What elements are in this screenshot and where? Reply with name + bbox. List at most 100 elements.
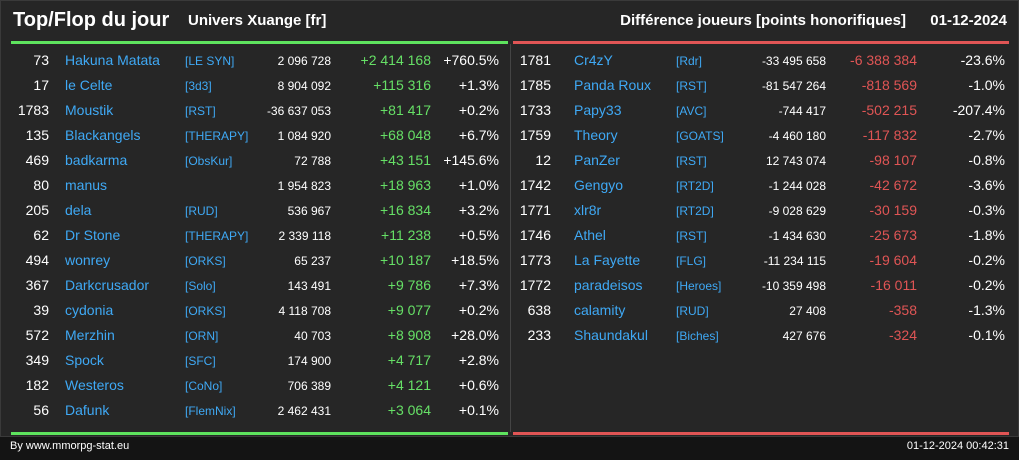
player-name-link[interactable]: La Fayette	[574, 252, 641, 268]
points-difference: -98 107	[869, 152, 917, 168]
flop-player-row: 233 Shaundakul [Biches] 427 676 -324 -0.1%	[513, 324, 1009, 349]
alliance-tag-link[interactable]: [RUD]	[185, 204, 218, 218]
alliance-tag-link[interactable]: [RUD]	[676, 304, 709, 318]
alliance-tag-link[interactable]: [RST]	[676, 229, 707, 243]
player-rank: 1733	[519, 102, 551, 118]
player-name-link[interactable]: Spock	[65, 352, 104, 368]
player-name-link[interactable]: Dafunk	[65, 402, 110, 418]
player-points: 8 904 092	[277, 79, 331, 93]
alliance-tag-link[interactable]: [CoNo]	[185, 379, 223, 393]
alliance-tag-link[interactable]: [ORN]	[185, 329, 219, 343]
player-points: 174 900	[287, 354, 331, 368]
alliance-tag-link[interactable]: [LE SYN]	[185, 54, 235, 68]
player-points: -11 234 115	[763, 254, 826, 268]
points-difference: -16 011	[870, 277, 917, 293]
alliance-tag-link[interactable]: [SFC]	[185, 354, 216, 368]
points-difference: -30 159	[869, 202, 917, 218]
player-name-link[interactable]: Westeros	[65, 377, 124, 393]
points-difference: +4 121	[387, 377, 431, 393]
player-rank: 1746	[519, 227, 551, 243]
alliance-tag-link[interactable]: [ORKS]	[185, 254, 226, 268]
alliance-tag-link[interactable]: [Heroes]	[676, 279, 722, 293]
player-name-link[interactable]: Papy33	[574, 102, 622, 118]
alliance-tag-link[interactable]: [THERAPY]	[185, 129, 249, 143]
player-name-link[interactable]: Moustik	[65, 102, 114, 118]
player-rank: 638	[527, 302, 551, 318]
player-name-link[interactable]: le Celte	[65, 77, 113, 93]
player-points: 65 237	[294, 254, 331, 268]
alliance-tag-link[interactable]: [ORKS]	[185, 304, 226, 318]
flop-player-row: 1773 La Fayette [FLG] -11 234 115 -19 604 -0.…	[513, 249, 1009, 274]
player-name-link[interactable]: Theory	[574, 127, 618, 143]
player-rank: 469	[25, 152, 49, 168]
player-name-link[interactable]: Panda Roux	[574, 77, 652, 93]
player-name-link[interactable]: badkarma	[65, 152, 128, 168]
player-rank: 1783	[17, 102, 49, 118]
alliance-tag-link[interactable]: [AVC]	[676, 104, 707, 118]
player-name-link[interactable]: wonrey	[65, 252, 111, 268]
player-name-link[interactable]: Blackangels	[65, 127, 141, 143]
player-rank: 1773	[519, 252, 551, 268]
player-name-link[interactable]: xlr8r	[574, 202, 602, 218]
alliance-tag-link[interactable]: [GOATS]	[676, 129, 724, 143]
player-points: 706 389	[287, 379, 331, 393]
column-divider	[510, 44, 511, 432]
credit-link[interactable]: By www.mmorpg-stat.eu	[10, 440, 130, 452]
top-player-row: 494 wonrey [ORKS] 65 237 +10 187 +18.5%	[11, 249, 508, 274]
alliance-tag-link[interactable]: [Biches]	[676, 329, 719, 343]
percent-change: -1.8%	[968, 227, 1005, 243]
universe-label: Univers Xuange [fr]	[188, 12, 327, 29]
flop-player-row: 1781 Cr4zY [Rdr] -33 495 658 -6 388 384 -23.6…	[513, 49, 1009, 74]
player-name-link[interactable]: Darkcrusador	[65, 277, 150, 293]
points-difference: +8 908	[387, 327, 431, 343]
percent-change: +6.7%	[458, 127, 499, 143]
player-rank: 205	[25, 202, 49, 218]
player-rank: 494	[25, 252, 49, 268]
top-player-row: 349 Spock [SFC] 174 900 +4 717 +2.8%	[11, 349, 508, 374]
player-rank: 39	[33, 302, 49, 318]
player-name-link[interactable]: dela	[65, 202, 92, 218]
player-rank: 17	[33, 77, 49, 93]
alliance-tag-link[interactable]: [RT2D]	[676, 179, 714, 193]
alliance-tag-link[interactable]: [RST]	[676, 79, 707, 93]
player-name-link[interactable]: cydonia	[65, 302, 114, 318]
player-rank: 73	[33, 52, 49, 68]
player-name-link[interactable]: paradeisos	[574, 277, 643, 293]
player-rank: 80	[33, 177, 49, 193]
flop-players-table: 1781 Cr4zY [Rdr] -33 495 658 -6 388 384 -23.6…	[513, 49, 1009, 349]
player-name-link[interactable]: Hakuna Matata	[65, 52, 160, 68]
player-name-link[interactable]: PanZer	[574, 152, 620, 168]
flop-list-bottom-rule	[513, 432, 1009, 435]
player-name-link[interactable]: calamity	[574, 302, 626, 318]
player-rank: 12	[535, 152, 551, 168]
points-difference: +16 834	[380, 202, 431, 218]
player-points: -36 637 053	[266, 104, 331, 118]
top-player-row: 182 Westeros [CoNo] 706 389 +4 121 +0.6%	[11, 374, 508, 399]
player-name-link[interactable]: Merzhin	[65, 327, 115, 343]
alliance-tag-link[interactable]: [RT2D]	[676, 204, 714, 218]
player-name-link[interactable]: Gengyo	[574, 177, 624, 193]
points-difference: -6 388 384	[850, 52, 917, 68]
alliance-tag-link[interactable]: [THERAPY]	[185, 229, 249, 243]
alliance-tag-link[interactable]: [Solo]	[185, 279, 216, 293]
percent-change: -0.1%	[968, 327, 1005, 343]
top-player-row: 39 cydonia [ORKS] 4 118 708 +9 077 +0.2%	[11, 299, 508, 324]
alliance-tag-link[interactable]: [FlemNix]	[185, 404, 236, 418]
player-name-link[interactable]: Cr4zY	[574, 52, 613, 68]
alliance-tag-link[interactable]: [Rdr]	[676, 54, 703, 68]
alliance-tag-link[interactable]: [RST]	[185, 104, 216, 118]
flop-player-row: 1771 xlr8r [RT2D] -9 028 629 -30 159 -0.3%	[513, 199, 1009, 224]
player-name-link[interactable]: Dr Stone	[65, 227, 121, 243]
player-name-link[interactable]: manus	[65, 177, 108, 193]
player-points: 27 408	[789, 304, 826, 318]
percent-change: +0.6%	[458, 377, 499, 393]
top-player-row: 56 Dafunk [FlemNix] 2 462 431 +3 064 +0.1%	[11, 399, 508, 424]
player-points: 143 491	[287, 279, 331, 293]
panel-header: Top/Flop du jour Univers Xuange [fr] Dif…	[1, 1, 1018, 39]
alliance-tag-link[interactable]: [ObsKur]	[185, 154, 233, 168]
alliance-tag-link[interactable]: [FLG]	[676, 254, 707, 268]
player-name-link[interactable]: Athel	[574, 227, 606, 243]
alliance-tag-link[interactable]: [3d3]	[185, 79, 212, 93]
alliance-tag-link[interactable]: [RST]	[676, 154, 707, 168]
player-name-link[interactable]: Shaundakul	[574, 327, 648, 343]
